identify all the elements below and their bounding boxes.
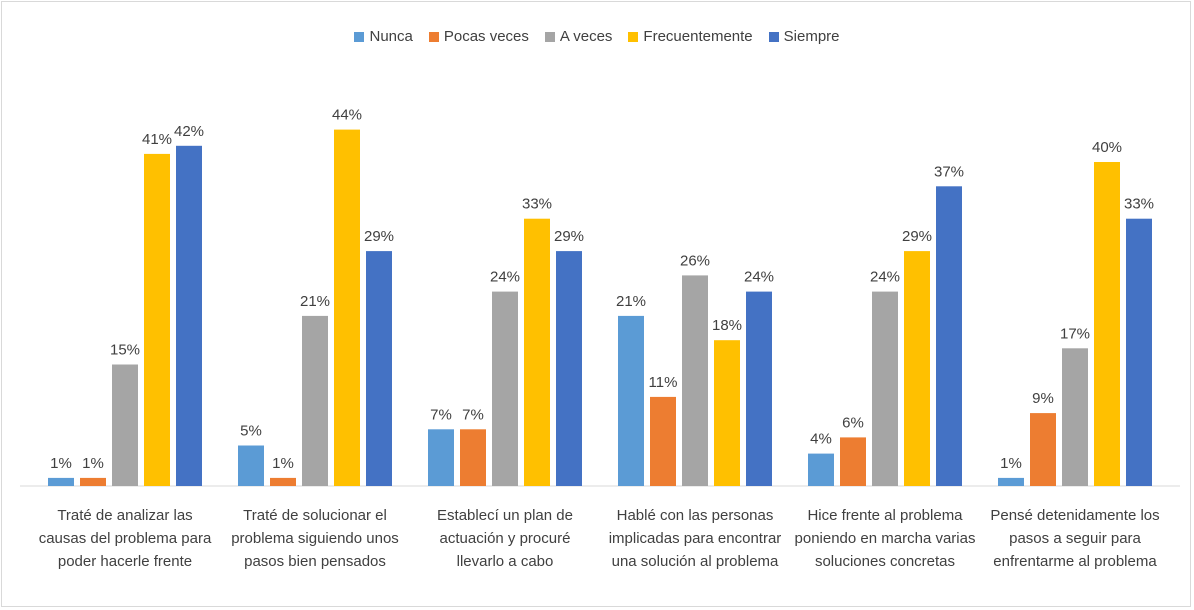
data-label: 29% [902, 228, 932, 245]
data-label: 21% [300, 293, 330, 310]
legend-label: Nunca [369, 28, 413, 45]
bar [334, 129, 360, 486]
bar [48, 477, 74, 486]
data-label: 1% [50, 455, 72, 472]
bar [270, 477, 296, 486]
legend-swatch [354, 31, 365, 42]
bar [1126, 218, 1152, 486]
legend: Nunca Pocas veces A veces Frecuentemente Sie… [0, 28, 1194, 45]
bar [366, 251, 392, 486]
data-label: 44% [332, 107, 362, 124]
bar [460, 429, 486, 486]
data-label: 21% [616, 293, 646, 310]
bar [714, 340, 740, 486]
data-label: 29% [554, 228, 584, 245]
bar [1030, 413, 1056, 486]
bar [682, 275, 708, 486]
bar [524, 218, 550, 486]
legend-label: A veces [559, 28, 613, 45]
legend-item: Siempre [768, 28, 840, 45]
bar [904, 251, 930, 486]
bar [302, 315, 328, 486]
bar [998, 477, 1024, 486]
data-label: 1% [82, 455, 104, 472]
legend-item: Frecuentemente [628, 28, 753, 45]
x-tick-label: Traté de solucionar el problema siguiendo… [231, 507, 399, 570]
bar [936, 186, 962, 487]
legend-swatch [428, 31, 439, 42]
x-tick-label: Pensé detenidamente los pasos a seguir pa… [990, 507, 1159, 570]
legend-item: Pocas veces [428, 28, 529, 45]
data-label: 4% [810, 431, 832, 448]
bar [428, 429, 454, 486]
data-label: 9% [1032, 390, 1054, 407]
data-label: 15% [110, 342, 140, 359]
legend-label: Frecuentemente [643, 28, 753, 45]
data-label: 33% [1124, 196, 1154, 213]
bar [1062, 348, 1088, 486]
x-tick-label: Hablé con las personas implicadas para en… [609, 507, 782, 570]
x-tick-label: Hice frente al problema poniendo en march… [795, 507, 976, 570]
data-label: 37% [934, 163, 964, 180]
bar [80, 477, 106, 486]
data-label: 24% [870, 269, 900, 286]
x-tick-label: Traté de analizar las causas del problema… [39, 507, 212, 570]
legend-swatch [544, 31, 555, 42]
legend-item: A veces [544, 28, 613, 45]
bar [840, 437, 866, 486]
bar [492, 291, 518, 486]
data-label: 17% [1060, 325, 1090, 342]
data-label: 7% [430, 406, 452, 423]
data-label: 26% [680, 252, 710, 269]
data-label: 41% [142, 131, 172, 148]
bar [238, 445, 264, 486]
bar [650, 396, 676, 486]
data-label: 7% [462, 406, 484, 423]
bar [1094, 162, 1120, 486]
data-label: 24% [490, 269, 520, 286]
data-label: 1% [272, 455, 294, 472]
legend-item: Nunca [354, 28, 413, 45]
data-label: 6% [842, 414, 864, 431]
data-label: 11% [649, 374, 678, 391]
bar [746, 291, 772, 486]
bar [176, 145, 202, 487]
bar [808, 453, 834, 486]
data-label: 33% [522, 196, 552, 213]
data-label: 24% [744, 269, 774, 286]
legend-label: Pocas veces [443, 28, 529, 45]
legend-label: Siempre [783, 28, 840, 45]
data-label: 18% [712, 317, 742, 334]
bar [144, 153, 170, 486]
data-label: 29% [364, 228, 394, 245]
data-label: 1% [1000, 455, 1022, 472]
bar [618, 315, 644, 486]
bar [556, 251, 582, 486]
data-label: 42% [174, 123, 204, 140]
bar [872, 291, 898, 486]
data-label: 40% [1092, 139, 1122, 156]
legend-swatch [768, 31, 779, 42]
data-label: 5% [240, 423, 262, 440]
legend-swatch [628, 31, 639, 42]
x-tick-label: Establecí un plan de actuación y procuré l… [437, 507, 573, 570]
bar [112, 364, 138, 486]
